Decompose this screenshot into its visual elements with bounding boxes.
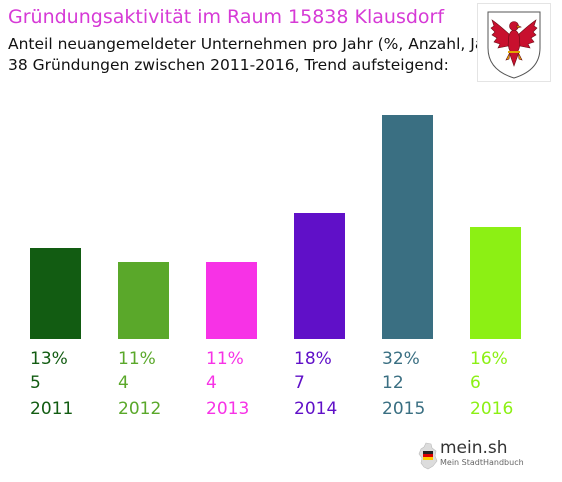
- count-label-2016: 6: [470, 373, 481, 393]
- percent-label-2015: 32%: [382, 349, 420, 369]
- year-label-2016: 2016: [470, 399, 513, 419]
- chart-title: Gründungsaktivität im Raum 15838 Klausdo…: [8, 6, 445, 28]
- percent-label-2014: 18%: [294, 349, 332, 369]
- bar-2012: [118, 262, 169, 339]
- bar-2014: [294, 213, 345, 339]
- year-label-2012: 2012: [118, 399, 161, 419]
- percent-label-2012: 11%: [118, 349, 156, 369]
- bar-2016: [470, 227, 521, 339]
- logo-text: mein.sh: [440, 438, 508, 458]
- percent-label-2011: 13%: [30, 349, 68, 369]
- count-label-2015: 12: [382, 373, 404, 393]
- coat-of-arms: [477, 3, 551, 82]
- count-label-2013: 4: [206, 373, 217, 393]
- chart-subtitle: Anteil neuangemeldeter Unternehmen pro J…: [8, 35, 507, 53]
- year-label-2015: 2015: [382, 399, 425, 419]
- percent-label-2016: 16%: [470, 349, 508, 369]
- percent-label-2013: 11%: [206, 349, 244, 369]
- chart-summary: 38 Gründungen zwischen 2011-2016, Trend …: [8, 56, 449, 74]
- logo-subtext: Mein StadtHandbuch: [440, 458, 524, 467]
- germany-map-icon: [418, 442, 438, 470]
- bar-chart: 13% 5 2011 11% 4 2012 11% 4 2013 18% 7 2014 32% 12 201…: [30, 115, 521, 419]
- mein-sh-logo[interactable]: mein.sh Mein StadtHandbuch: [418, 436, 526, 474]
- brandenburg-eagle-crest-icon: [487, 11, 541, 79]
- year-label-2014: 2014: [294, 399, 337, 419]
- count-label-2012: 4: [118, 373, 129, 393]
- bar-2013: [206, 262, 257, 339]
- count-label-2011: 5: [30, 373, 41, 393]
- bar-2011: [30, 248, 81, 339]
- year-label-2013: 2013: [206, 399, 249, 419]
- year-label-2011: 2011: [30, 399, 73, 419]
- count-label-2014: 7: [294, 373, 305, 393]
- bar-2015: [382, 115, 433, 339]
